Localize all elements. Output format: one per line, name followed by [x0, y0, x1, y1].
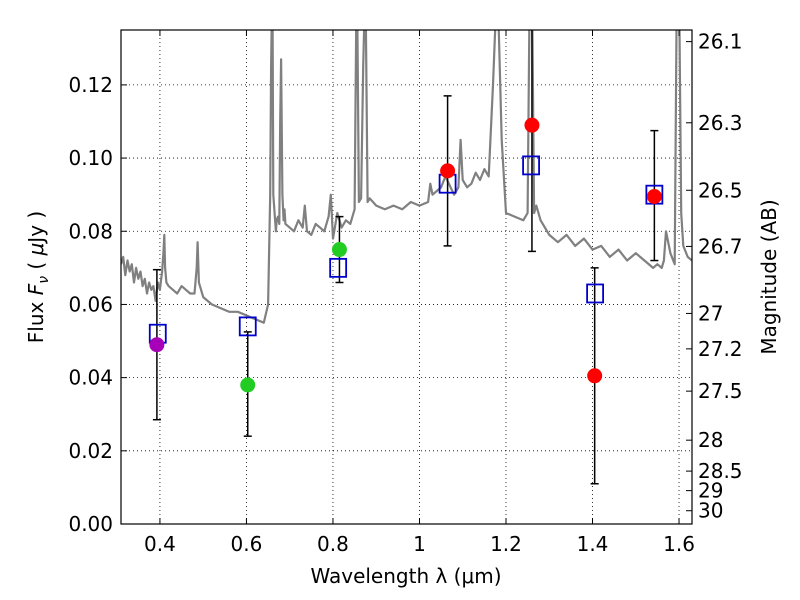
y-tick-label: 0.12 — [68, 73, 113, 97]
model-square — [522, 155, 540, 176]
x-tick-label: 1 — [413, 532, 426, 556]
y-tick-label: 0.02 — [68, 439, 113, 463]
x-tick-label: 0.8 — [317, 532, 349, 556]
observed-point — [587, 368, 603, 384]
y2-tick-label: 26.3 — [698, 111, 743, 135]
y2-tick-label: 30 — [698, 499, 723, 523]
y2-tick-label: 28 — [698, 428, 723, 452]
y-axis-label: Flux Fν ( μJy ) — [24, 211, 52, 343]
y-tick-label: 0.10 — [68, 146, 113, 170]
plot-frame — [120, 29, 693, 525]
grid — [121, 30, 692, 525]
axes-ticks: 0.4 0.6 0.8 1 1.2 1.4 1.6 0.00 0.02 0.04 0.06 0.08 0… — [68, 30, 742, 556]
x-tick-label: 1.4 — [577, 532, 609, 556]
spectrum-line — [121, 30, 692, 324]
observed-point — [524, 117, 540, 133]
model-square — [586, 283, 605, 304]
y-tick-label: 0.08 — [68, 219, 113, 243]
x-tick-label: 1.6 — [663, 532, 695, 556]
y2-tick-label: 29 — [698, 479, 723, 503]
y2-tick-label: 27.2 — [698, 337, 743, 361]
y2-tick-label: 27.5 — [698, 379, 743, 403]
observed-point — [440, 163, 456, 179]
x-tick-label: 0.6 — [231, 532, 263, 556]
x-axis-label: Wavelength λ (μm) — [310, 564, 501, 588]
observed-point — [240, 377, 256, 393]
y-tick-label: 0.06 — [68, 292, 113, 316]
x-tick-label: 1.2 — [490, 532, 522, 556]
y2-tick-label: 27 — [698, 301, 723, 325]
y2-tick-label: 26.7 — [698, 234, 743, 258]
y-tick-label: 0.04 — [68, 366, 113, 390]
y2-axis-label: Magnitude (AB) — [757, 199, 781, 354]
model-square — [329, 257, 348, 278]
y2-tick-label: 26.1 — [698, 30, 743, 54]
y2-tick-label: 28.5 — [698, 459, 743, 483]
model-square — [238, 316, 257, 337]
x-tick-label: 0.4 — [144, 532, 176, 556]
y-tick-label: 0.00 — [68, 512, 113, 536]
observed-point — [646, 188, 662, 204]
y2-tick-label: 26.5 — [698, 178, 743, 202]
plot-area — [121, 30, 692, 485]
observed-point — [331, 242, 347, 258]
observed-point — [149, 337, 165, 353]
